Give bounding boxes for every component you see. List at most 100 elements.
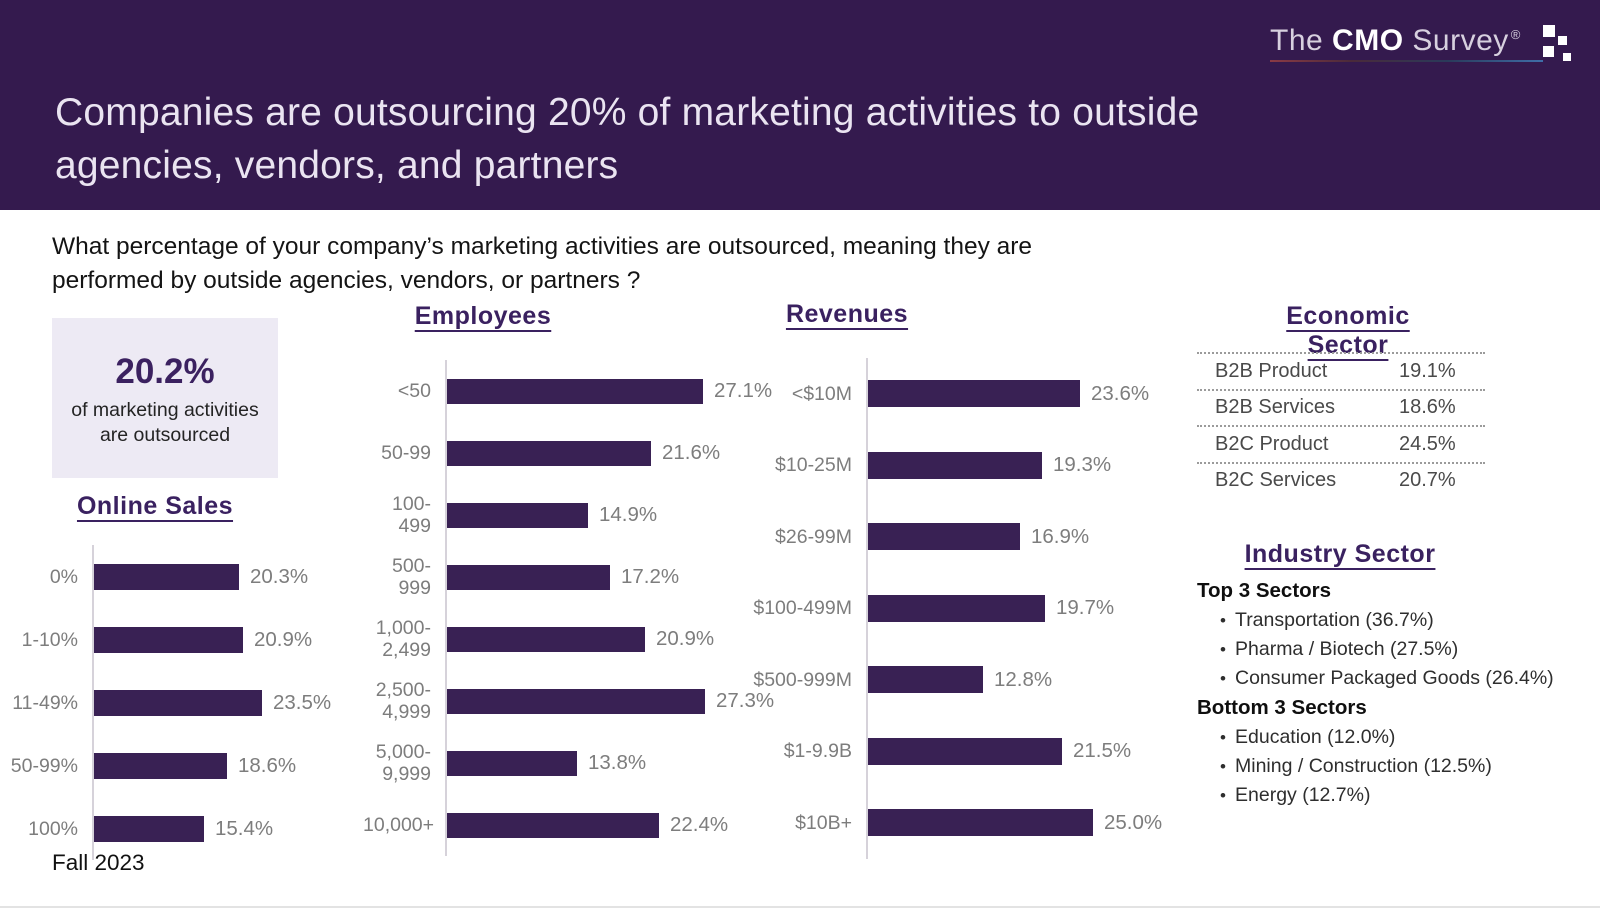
value-label: 13.8% [588,751,647,774]
list-item: • Education (12.0%) [1197,723,1597,752]
bar-row: 50-99% 18.6% [10,734,355,797]
bar [94,563,239,590]
list-item: • Transportation (36.7%) [1197,606,1597,635]
list-item-text: Transportation (36.7%) [1235,609,1434,631]
table-row: B2C Services 20.7% [1197,461,1485,499]
page-title-line1: Companies are outsourcing 20% of marketi… [55,91,1200,134]
logo-pixel-squares-icon [1543,25,1577,65]
bar-track: 19.3% [866,430,1197,502]
category-label: 1-10% [21,628,78,651]
bar-row: 50-99 21.6% [363,422,793,484]
bar-row: 100-499 14.9% [363,484,793,546]
bar-track: 21.5% [866,716,1197,788]
value-label: 19.3% [1053,453,1112,477]
bar [447,502,588,528]
headline-stat-value: 20.2% [115,352,215,391]
bar-track: 13.8% [445,732,793,794]
employees-title: Employees [414,302,552,330]
revenues-axis [866,358,868,859]
sector-label: B2B Product [1215,359,1328,382]
value-label: 16.9% [1031,524,1090,548]
bar-track: 20.9% [445,608,793,670]
bar-row: <$10M 23.6% [752,358,1197,430]
survey-question-line2: performed by outside agencies, vendors, … [52,267,641,294]
bar [868,594,1045,622]
bar-track: 27.3% [445,670,793,732]
page-title-line2: agencies, vendors, and partners [55,144,619,187]
bar-row: $1-9.9B 21.5% [752,716,1197,788]
cmo-survey-logo-text: The CMO Survey ® [1270,24,1590,58]
bar [447,564,610,590]
category-label: $10-25M [775,454,852,477]
bar [447,812,659,838]
logo-square [1543,25,1555,37]
stat-caption-line2: are outsourced [99,424,231,446]
table-row: B2B Product 19.1% [1197,352,1485,389]
category-label: 500-999 [391,555,431,599]
header-banner: Companies are outsourcing 20% of marketi… [0,0,1600,210]
bar-track: 14.9% [445,484,793,546]
value-label: 27.1% [714,379,773,402]
bar-track: 22.4% [445,794,793,856]
bottom-divider [0,906,1600,908]
survey-edition-label: Fall 2023 [52,850,145,875]
category-label: 10,000+ [363,814,435,836]
bar [447,378,703,404]
value-label: 21.5% [1073,739,1132,763]
sector-label: B2C Services [1215,469,1337,492]
logo-gradient-underline [1270,60,1543,62]
category-label: $26-99M [775,525,852,548]
bar-track: 19.7% [866,573,1197,645]
bar-row: <50 27.1% [363,360,793,422]
bar-row: 500-999 17.2% [363,546,793,608]
bullet-icon: • [1220,669,1226,688]
bar [447,750,577,776]
list-item: • Consumer Packaged Goods (26.4%) [1197,664,1597,693]
sector-label: B2C Product [1215,432,1329,455]
bar-row: $500-999M 12.8% [752,644,1197,716]
table-row: B2C Product 24.5% [1197,425,1485,462]
bar-row: 1-10% 20.9% [10,608,355,671]
stat-caption-line1: of marketing activities [71,399,259,421]
category-label: $10B+ [795,811,852,834]
value-label: 22.4% [670,813,729,836]
value-label: 27.3% [716,689,775,712]
category-label: 0% [49,565,78,588]
bar-row: $100-499M 19.7% [752,573,1197,645]
bar-track: 20.3% [92,545,355,608]
headline-stat-caption: of marketing activities are outsourced [52,398,278,448]
bar [868,809,1093,837]
economic-sector-title: Economic Sector [1286,302,1410,359]
category-label: 5,000-9,999 [375,741,431,785]
bar-track: 15.4% [92,797,355,860]
value-label: 20.9% [254,627,313,651]
list-item-text: Pharma / Biotech (27.5%) [1235,638,1459,660]
bullet-icon: • [1220,728,1226,747]
bar-row: 100% 15.4% [10,797,355,860]
value-label: 20.3% [250,564,309,588]
bar-row: $10B+ 25.0% [752,787,1197,859]
category-label: 100% [28,817,78,840]
bar-track: 12.8% [866,644,1197,716]
bullet-icon: • [1220,757,1226,776]
category-label: 50-99 [381,442,431,464]
revenues-title: Revenues [785,300,909,328]
bar-track: 21.6% [445,422,793,484]
bar-track: 16.9% [866,501,1197,573]
category-label: $1-9.9B [783,740,852,763]
value-label: 17.2% [621,565,680,588]
page-title: Companies are outsourcing 20% of marketi… [55,86,1415,192]
category-label: <$10M [791,382,852,405]
category-label: 11-49% [12,691,78,714]
table-row: B2B Services 18.6% [1197,388,1485,426]
category-label: 100-499 [391,493,431,537]
sector-label: B2B Services [1215,396,1336,419]
list-item: • Pharma / Biotech (27.5%) [1197,635,1597,664]
revenues-chart: <$10M 23.6% $10-25M 19.3% $26-99M 16.9% $100-4… [752,358,1197,859]
value-label: 19.7% [1056,596,1115,620]
category-label: $500-999M [753,668,852,691]
value-label: 12.8% [994,667,1053,691]
bar-row: 0% 20.3% [10,545,355,608]
cmo-survey-logo: The CMO Survey ® [1270,24,1590,94]
value-label: 20.9% [656,627,715,650]
